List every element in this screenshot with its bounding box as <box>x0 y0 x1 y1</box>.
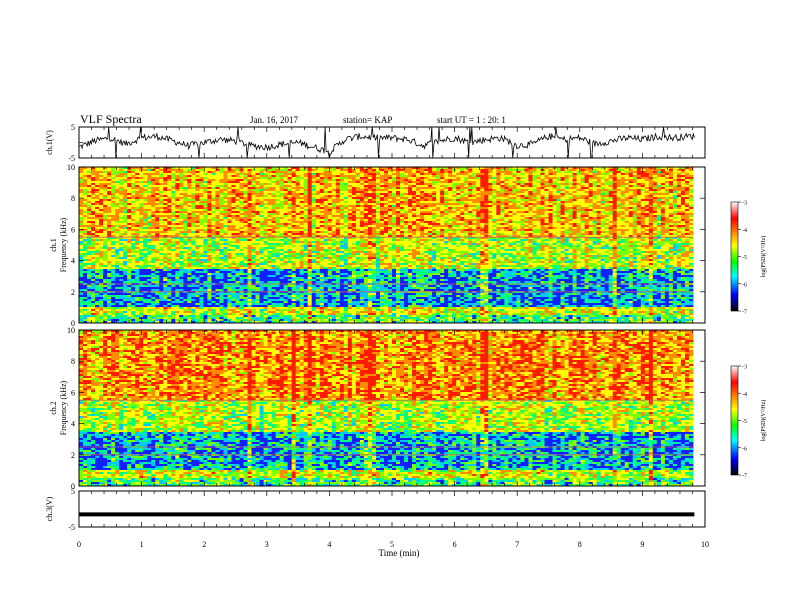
colorbar-2-tick-label: -3 <box>742 365 747 371</box>
colorbar-1-tick-label: -5 <box>742 255 747 261</box>
x-tick-label: 0 <box>77 540 81 549</box>
ch2-spectrogram-ytick-label: 0 <box>71 482 75 491</box>
ch1-spectrogram-ytick-label: 8 <box>71 194 75 203</box>
colorbar-2-label: log(PSD)(V²/Hz) <box>760 400 767 441</box>
figure-title: VLF Spectra <box>80 112 142 126</box>
x-tick-label: 6 <box>453 540 457 549</box>
ch2-spectrogram-ytick-label: 6 <box>71 388 75 397</box>
ch1-spectrogram-y-axis-label: Frequency (kHz) <box>59 217 68 272</box>
ch1-ytick-label: -5 <box>68 154 75 163</box>
station-label: station= KAP <box>343 115 392 125</box>
start-time-label: start UT = 1 : 20: 1 <box>437 115 506 125</box>
x-tick-label: 1 <box>140 540 144 549</box>
ch1-spectrogram-ytick-label: 2 <box>71 288 75 297</box>
ch2-spectrogram-cells <box>79 330 694 487</box>
ch1-spectrogram-ytick-label: 0 <box>71 319 75 328</box>
colorbar-1-tick-label: -4 <box>742 228 747 234</box>
ch1-spectrogram-ytick-label: 4 <box>71 257 75 266</box>
ch3-waveform-frame <box>78 490 706 528</box>
date-label: Jan. 16, 2017 <box>250 115 298 125</box>
x-tick-label: 4 <box>327 540 331 549</box>
ch2-spectrogram-ytick-label: 10 <box>67 326 75 335</box>
x-tick-label: 10 <box>701 540 709 549</box>
x-tick-label: 5 <box>390 540 394 549</box>
x-tick-label: 9 <box>640 540 644 549</box>
ch2-spectrogram-ytick-label: 2 <box>71 451 75 460</box>
colorbar-1 <box>730 201 739 312</box>
ch1-spectrogram-ytick-label: 6 <box>71 225 75 234</box>
colorbar-2-tick-label: -4 <box>742 392 747 398</box>
ch1-spectrogram-cells <box>79 167 694 324</box>
colorbar-1-tick-label: -7 <box>742 310 747 316</box>
colorbar-1-tick-label: -3 <box>742 201 747 207</box>
ch1-spectrogram-ytick-label: 10 <box>67 163 75 172</box>
colorbar-1-tick-label: -6 <box>742 282 747 288</box>
colorbar-2-tick-label: -6 <box>742 446 747 452</box>
ch1-spectrogram-channel-label: ch.1 <box>49 238 58 252</box>
x-tick-label: 3 <box>265 540 269 549</box>
x-tick-label: 2 <box>202 540 206 549</box>
ch2-spectrogram-ytick-label: 4 <box>71 420 75 429</box>
ch3-y-axis-label: ch.3(V) <box>45 496 54 521</box>
ch2-spectrogram-y-axis-label: Frequency (kHz) <box>59 380 68 435</box>
ch3-ytick-label: 5 <box>71 487 75 496</box>
colorbar-2 <box>730 365 739 476</box>
ch2-spectrogram-channel-label: ch.2 <box>49 401 58 415</box>
ch1-y-axis-label: ch.1(V) <box>45 130 54 155</box>
x-tick-label: 7 <box>515 540 519 549</box>
ch1-ytick-label: 5 <box>71 123 75 132</box>
colorbar-1-label: log(PSD)(V²/Hz) <box>760 236 767 277</box>
colorbar-2-tick-label: -7 <box>742 474 747 480</box>
ch3-ytick-label: -5 <box>68 523 75 532</box>
ch1-waveform-line <box>78 126 695 159</box>
colorbar-2-tick-label: -5 <box>742 419 747 425</box>
x-axis-label: Time (min) <box>379 548 420 558</box>
x-tick-label: 8 <box>578 540 582 549</box>
ch2-spectrogram-ytick-label: 8 <box>71 357 75 366</box>
